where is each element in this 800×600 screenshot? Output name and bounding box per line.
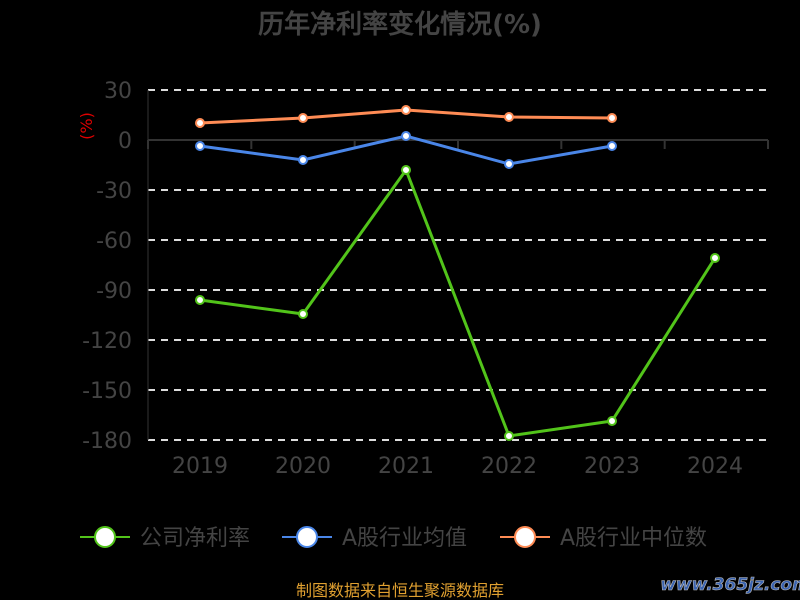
y-tick-label: 0 <box>118 129 132 154</box>
watermark: www.365jz.com <box>660 575 800 595</box>
y-tick-label: -180 <box>82 429 132 454</box>
legend-label: A股行业均值 <box>342 526 467 551</box>
x-tick-label: 2022 <box>481 454 537 479</box>
data-point[interactable] <box>298 309 308 319</box>
data-point[interactable] <box>607 416 617 426</box>
legend-item[interactable]: A股行业中位数 <box>500 526 707 551</box>
data-point[interactable] <box>401 131 411 141</box>
y-tick-label: -150 <box>82 379 132 404</box>
y-axis-label: (%) <box>77 112 96 140</box>
x-tick-label: 2020 <box>275 454 331 479</box>
data-point[interactable] <box>195 118 205 128</box>
x-tick-label: 2023 <box>584 454 640 479</box>
data-point[interactable] <box>298 113 308 123</box>
data-point[interactable] <box>195 141 205 151</box>
x-tick-label: 2024 <box>687 454 743 479</box>
x-tick-label: 2021 <box>378 454 434 479</box>
data-point[interactable] <box>607 113 617 123</box>
data-point[interactable] <box>504 159 514 169</box>
legend-item[interactable]: 公司净利率 <box>80 526 250 551</box>
data-point[interactable] <box>710 253 720 263</box>
data-point[interactable] <box>401 105 411 115</box>
legend-marker-icon <box>94 526 116 548</box>
data-point[interactable] <box>504 112 514 122</box>
data-point[interactable] <box>401 165 411 175</box>
legend-label: 公司净利率 <box>140 526 250 551</box>
data-point[interactable] <box>504 431 514 441</box>
legend-marker-icon <box>296 526 318 548</box>
legend-label: A股行业中位数 <box>560 526 707 551</box>
legend-marker-icon <box>514 526 536 548</box>
source-note: 制图数据来自恒生聚源数据库 <box>296 581 504 600</box>
data-point[interactable] <box>607 141 617 151</box>
data-point[interactable] <box>195 295 205 305</box>
y-tick-label: -120 <box>82 329 132 354</box>
y-tick-label: 30 <box>104 79 132 104</box>
y-tick-label: -30 <box>96 179 132 204</box>
legend-item[interactable]: A股行业均值 <box>282 526 467 551</box>
y-tick-label: -60 <box>96 229 132 254</box>
chart-title: 历年净利率变化情况(%) <box>258 9 542 40</box>
data-point[interactable] <box>298 155 308 165</box>
y-tick-label: -90 <box>96 279 132 304</box>
series-line <box>199 166 717 438</box>
x-tick-label: 2019 <box>172 454 228 479</box>
